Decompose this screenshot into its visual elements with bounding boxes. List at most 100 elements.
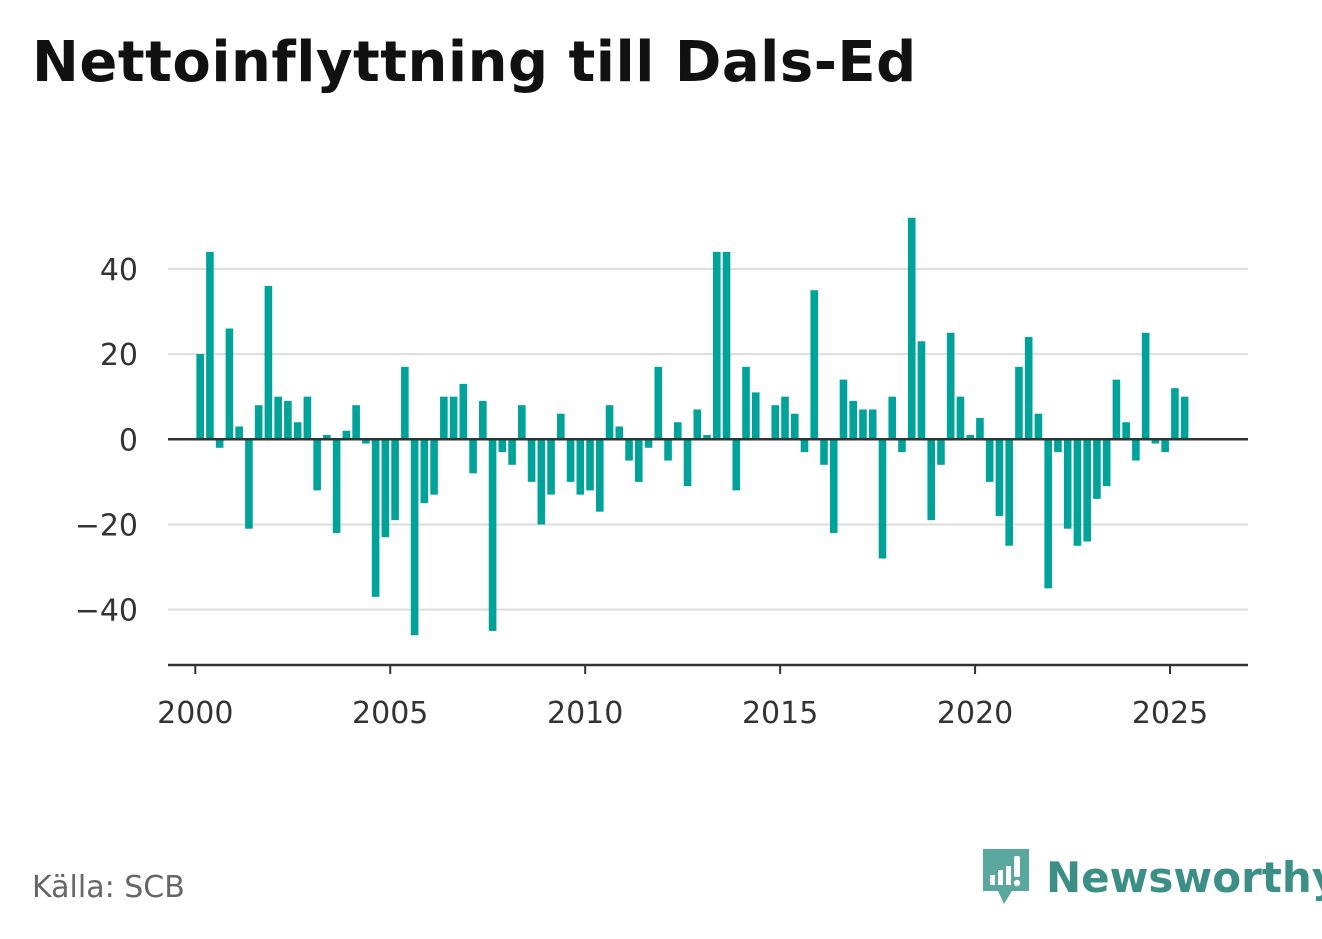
bar: [868, 409, 877, 440]
bar: [342, 430, 351, 440]
x-tick-label: 2010: [547, 696, 623, 731]
bar: [771, 405, 780, 440]
brand-name: Newsworthy: [1046, 852, 1322, 902]
x-tick-label: 2015: [742, 696, 818, 731]
bar: [264, 285, 273, 440]
bar: [1024, 337, 1033, 440]
bar: [245, 439, 253, 529]
bar: [371, 439, 380, 597]
bar: [479, 400, 487, 440]
bar: [332, 439, 341, 533]
bar: [937, 439, 945, 465]
bar: [420, 439, 429, 504]
bar: [829, 439, 838, 533]
bar: [644, 439, 653, 448]
bar: [1073, 439, 1082, 546]
y-tick-label: −40: [75, 594, 138, 629]
x-tick-label: 2025: [1132, 696, 1208, 731]
bar: [654, 366, 663, 440]
bar: [712, 251, 721, 440]
bar: [284, 400, 292, 440]
bar: [1132, 439, 1140, 461]
bar: [1102, 439, 1111, 487]
y-tick-label: 20: [100, 338, 138, 373]
bar: [206, 251, 214, 440]
bar: [781, 396, 789, 440]
bar: [440, 396, 448, 440]
bar: [1093, 439, 1101, 499]
bar: [1112, 379, 1121, 440]
bar: [527, 439, 536, 482]
bar: [722, 251, 731, 440]
brand-logo: Newsworthy: [980, 846, 1322, 908]
x-tick-label: 2000: [157, 696, 233, 731]
bar: [615, 426, 624, 440]
chart-title: Nettoinflyttning till Dals-Ed: [32, 30, 917, 95]
bar: [235, 426, 243, 440]
bar: [303, 396, 312, 440]
bar: [459, 383, 468, 440]
grid-lines: [168, 267, 1248, 611]
bar: [449, 396, 458, 440]
bar: [976, 417, 984, 440]
x-tick-label: 2005: [352, 696, 428, 731]
bar: [557, 413, 565, 440]
bar: [966, 435, 975, 440]
bar: [254, 405, 263, 440]
y-tick-label: −20: [75, 508, 138, 543]
newsworthy-logo-icon: [983, 849, 1029, 904]
bar: [323, 435, 331, 440]
bar: [566, 439, 575, 482]
bar: [410, 439, 419, 636]
bar: [1034, 413, 1043, 440]
bar: [547, 439, 555, 495]
bar: [683, 439, 692, 487]
bars: [196, 217, 1189, 636]
bar: [596, 439, 604, 512]
bar: [576, 439, 585, 495]
bar: [1122, 422, 1130, 440]
bar: [391, 439, 399, 521]
bar: [985, 439, 994, 482]
bar: [1171, 388, 1179, 440]
bar: [800, 439, 809, 453]
bar: [664, 439, 672, 461]
bar: [196, 354, 204, 440]
bar: [518, 405, 526, 440]
bar: [790, 413, 799, 440]
bar: [381, 439, 390, 538]
bar: [995, 439, 1004, 516]
bar: [1054, 439, 1062, 453]
bar: [469, 439, 477, 474]
bar: [1180, 396, 1189, 440]
bar: [293, 422, 302, 440]
x-tick-label: 2020: [937, 696, 1013, 731]
bar: [488, 439, 497, 631]
bar: [215, 439, 224, 448]
bar: [898, 439, 906, 453]
bar: [634, 439, 643, 482]
bar: [1044, 439, 1052, 589]
y-axis-ticks: −40 −20 0 20 40: [75, 253, 138, 629]
source-label: Källa: SCB: [32, 870, 185, 905]
bar: [946, 332, 955, 440]
bar: [537, 439, 546, 525]
bar: [820, 439, 828, 465]
bar: [732, 439, 741, 491]
bar: [888, 396, 897, 440]
bar: [625, 439, 633, 461]
bar: [878, 439, 887, 559]
bar: [605, 405, 614, 440]
bar: [401, 366, 409, 440]
bar: [498, 439, 507, 453]
x-axis-ticks: 2000 2005 2010 2015 2020 2025: [157, 665, 1208, 731]
bar: [1141, 332, 1150, 440]
bar: [810, 290, 819, 440]
bar: [673, 422, 682, 440]
bar: [313, 439, 321, 491]
bar: [751, 392, 760, 440]
bar: [849, 400, 858, 440]
bar: [1151, 439, 1160, 444]
bar: [274, 396, 282, 440]
bar: [956, 396, 965, 440]
